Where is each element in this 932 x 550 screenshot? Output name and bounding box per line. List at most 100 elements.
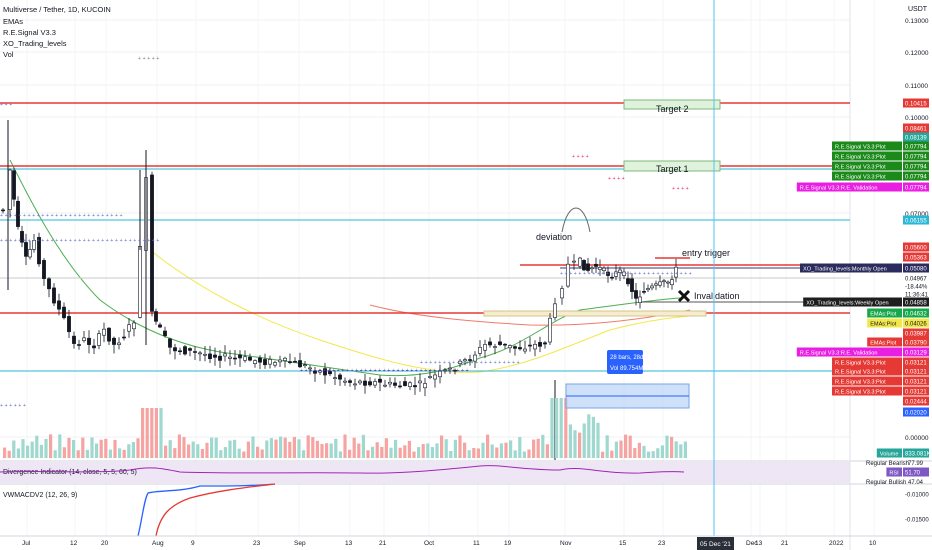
candle-body bbox=[662, 280, 666, 283]
signal-dot: + bbox=[420, 368, 423, 374]
price-tag bbox=[903, 281, 929, 291]
signal-dot: + bbox=[37, 213, 40, 219]
signal-dot: + bbox=[37, 238, 40, 244]
signal-dot: + bbox=[51, 213, 54, 219]
plot-label bbox=[832, 141, 902, 151]
signal-dot: + bbox=[461, 360, 464, 366]
invalidation-label: Invalidation bbox=[694, 291, 740, 301]
volume-bar bbox=[104, 438, 108, 458]
price-tag-text: 0.04858 bbox=[905, 301, 927, 307]
indicator-emas[interactable]: EMAs bbox=[3, 17, 23, 26]
volume-bar bbox=[407, 440, 411, 458]
price-tag bbox=[903, 297, 929, 307]
signal-dot: + bbox=[41, 213, 44, 219]
rsi-indicator-title[interactable]: Divergence Indicator (14, close, 5, 5, 6… bbox=[3, 469, 137, 476]
candle-body bbox=[363, 380, 367, 386]
signal-dot: + bbox=[0, 403, 3, 409]
volume-bar bbox=[58, 434, 62, 458]
candle-body bbox=[543, 342, 547, 345]
target-1-box[interactable] bbox=[623, 160, 721, 172]
target-2-box[interactable] bbox=[623, 99, 721, 110]
cursor-date-label: 05 Dec '21 bbox=[700, 541, 731, 548]
signal-dot: + bbox=[92, 213, 95, 219]
price-tag-text: 0.03790 bbox=[905, 341, 927, 347]
signal-dot: + bbox=[387, 368, 390, 374]
signal-dot: + bbox=[110, 238, 113, 244]
volume-bars bbox=[3, 398, 687, 458]
measure-tooltip[interactable] bbox=[607, 350, 643, 374]
volume-bar bbox=[302, 450, 306, 458]
indicator-re-signal[interactable]: R.E.Signal V3.3 bbox=[3, 28, 56, 37]
candle-body bbox=[323, 368, 327, 376]
volume-bar bbox=[145, 408, 149, 458]
volume-bar bbox=[292, 436, 296, 458]
volume-bar bbox=[210, 437, 214, 458]
volume-bar bbox=[481, 442, 485, 458]
candle-body bbox=[218, 355, 222, 361]
price-tag bbox=[903, 98, 929, 108]
price-tag bbox=[903, 141, 929, 151]
indicator-vol[interactable]: Vol bbox=[3, 50, 14, 59]
candle-body bbox=[373, 381, 377, 386]
volume-bar bbox=[499, 443, 503, 458]
volume-bar bbox=[205, 442, 209, 458]
candle-body bbox=[258, 357, 262, 363]
candle-body bbox=[112, 337, 116, 345]
volume-bar bbox=[587, 414, 591, 458]
macd-indicator-title[interactable]: VWMACDV2 (12, 26, 9) bbox=[3, 492, 77, 499]
volume-bar bbox=[136, 438, 140, 458]
signal-dot: + bbox=[606, 271, 609, 277]
signal-dot: + bbox=[0, 238, 3, 244]
candle-body bbox=[313, 370, 317, 374]
volume-bar bbox=[260, 449, 264, 458]
candle-body bbox=[423, 383, 427, 389]
candle-body bbox=[213, 354, 217, 358]
signal-dot: + bbox=[97, 213, 100, 219]
candle-body bbox=[203, 353, 207, 356]
candle-body bbox=[553, 303, 557, 318]
candle-body bbox=[572, 260, 576, 263]
volume-bar bbox=[430, 447, 434, 458]
volume-bar bbox=[200, 448, 204, 458]
time-tick-label: 15 bbox=[619, 540, 627, 547]
indicator-xo-levels[interactable]: XO_Trading_levels bbox=[3, 39, 67, 48]
volume-bar bbox=[614, 441, 618, 458]
signal-dot: + bbox=[337, 368, 340, 374]
candle-body bbox=[610, 276, 614, 279]
candle-body bbox=[328, 371, 332, 375]
volume-bar bbox=[95, 443, 99, 458]
signal-dot: + bbox=[581, 154, 584, 160]
price-tag-text: 0.10415 bbox=[905, 102, 927, 108]
volume-bar bbox=[582, 423, 586, 458]
volume-bar bbox=[72, 440, 76, 458]
price-tag bbox=[903, 337, 929, 347]
signal-dot: + bbox=[138, 238, 141, 244]
volume-bar bbox=[7, 450, 11, 458]
signal-dot: + bbox=[369, 368, 372, 374]
price-tag-text: 0.04632 bbox=[905, 312, 927, 318]
signal-dot: + bbox=[32, 238, 35, 244]
demand-zone-box[interactable] bbox=[483, 310, 707, 317]
plot-label-text: XO_Trading_levels:Weekly Open bbox=[806, 301, 888, 307]
price-axis[interactable]: 0.13000 0.12000 0.11000 0.10000 0.07000 0.000… bbox=[905, 18, 929, 442]
signal-dot: + bbox=[69, 213, 72, 219]
volume-bar bbox=[647, 451, 651, 458]
candle-body bbox=[57, 300, 61, 310]
price-tag-text: 0.07794 bbox=[905, 155, 927, 161]
candle-body bbox=[560, 288, 564, 299]
price-tick-label: 0.10000 bbox=[905, 115, 929, 122]
plot-label-text: R.E.Signal V3.3:R.E. Validation bbox=[800, 351, 878, 357]
candle-body bbox=[602, 267, 606, 271]
candle-body bbox=[443, 369, 447, 372]
candle-body bbox=[503, 343, 507, 346]
volume-bar bbox=[573, 430, 577, 458]
price-tag bbox=[903, 252, 929, 262]
price-tag bbox=[903, 318, 929, 328]
candle-body bbox=[12, 170, 16, 200]
volume-bar bbox=[76, 450, 80, 458]
volume-bar bbox=[233, 439, 237, 458]
signal-dot: + bbox=[433, 368, 436, 374]
candle-body bbox=[92, 345, 96, 349]
